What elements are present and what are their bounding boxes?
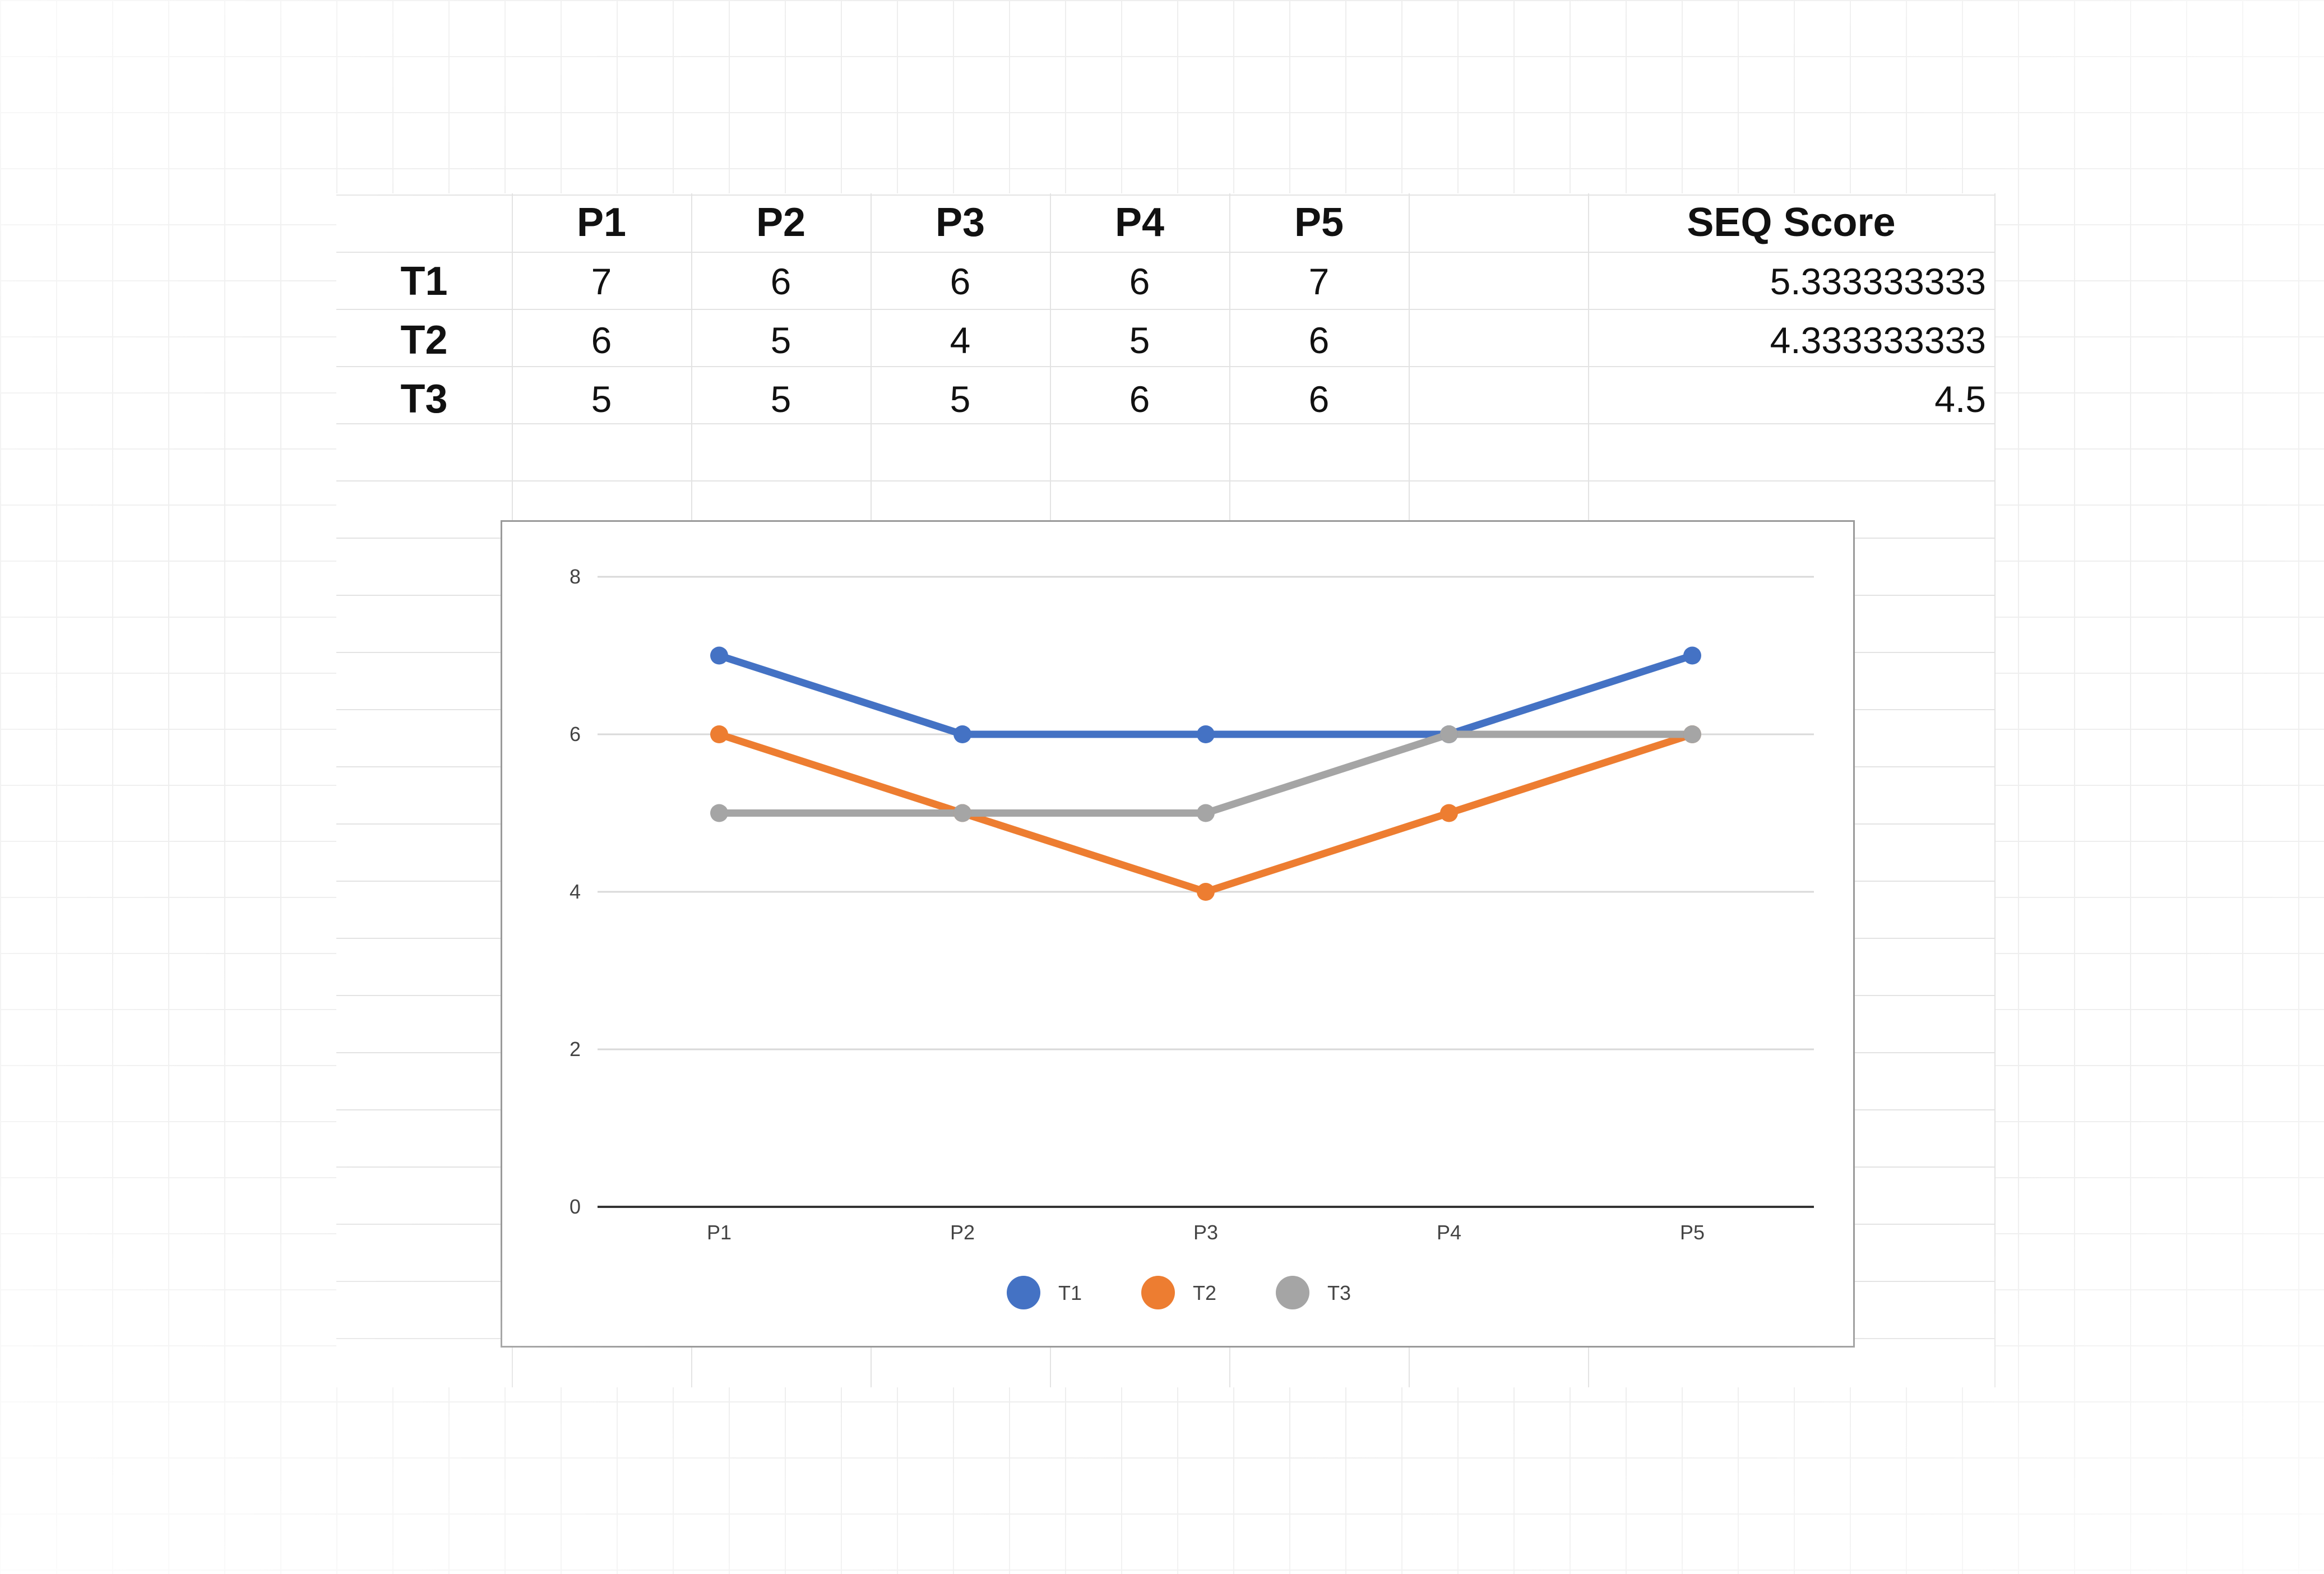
column-header-p5[interactable]: P5	[1294, 200, 1344, 245]
table-cell[interactable]: 5	[950, 378, 971, 420]
y-tick-label: 8	[570, 565, 581, 588]
table-cell[interactable]: 6	[1129, 261, 1150, 302]
table-cell[interactable]: 6	[1308, 378, 1330, 420]
table-cell[interactable]: 4	[950, 320, 971, 361]
data-point-t1	[710, 646, 728, 665]
x-tick-label: P3	[1193, 1221, 1218, 1244]
x-tick-label: P4	[1437, 1221, 1461, 1244]
data-point-t1	[1197, 725, 1215, 743]
chart-canvas: 0 2 4 6 8 P1 P2 P3 P4 P5 T1 T2 T3	[570, 565, 1814, 1309]
column-header-p2[interactable]: P2	[756, 200, 806, 245]
legend-marker-t3	[1276, 1276, 1309, 1309]
y-tick-label: 4	[570, 880, 581, 903]
table-cell[interactable]: 6	[1308, 320, 1330, 361]
data-point-t3	[1197, 804, 1215, 822]
line-chart[interactable]: 0 2 4 6 8 P1 P2 P3 P4 P5 T1 T2 T3	[501, 520, 1855, 1348]
row-header-t1[interactable]: T1	[400, 259, 448, 304]
data-point-t1	[953, 725, 971, 743]
table-cell[interactable]: 5	[770, 378, 791, 420]
data-point-t1	[1683, 646, 1701, 665]
column-header-empty[interactable]	[1409, 193, 1588, 252]
column-header-seq-score[interactable]: SEQ Score	[1687, 200, 1896, 245]
legend-label: T2	[1193, 1281, 1216, 1304]
table-cell[interactable]: 6	[1129, 378, 1150, 420]
data-point-t3	[710, 804, 728, 822]
data-point-t2	[1197, 883, 1215, 901]
legend-label: T1	[1058, 1281, 1082, 1304]
row-header-t3[interactable]: T3	[400, 377, 448, 422]
column-header-p1[interactable]: P1	[576, 200, 627, 245]
data-point-t3	[953, 804, 971, 822]
series-line-t3	[715, 730, 1696, 817]
y-tick-label: 6	[570, 723, 581, 746]
data-point-t2	[1440, 804, 1458, 822]
legend-marker-t1	[1007, 1276, 1040, 1309]
series-line-t1	[715, 652, 1696, 738]
column-header-p3[interactable]: P3	[935, 200, 985, 245]
row-header-t2[interactable]: T2	[400, 318, 448, 363]
table-cell[interactable]: 6	[591, 320, 612, 361]
table-cell[interactable]: 5	[591, 378, 612, 420]
table-cell[interactable]: 7	[1308, 261, 1330, 302]
table-cell[interactable]: 6	[950, 261, 971, 302]
table-cell[interactable]: 5	[770, 320, 791, 361]
column-divider	[1994, 193, 1996, 1387]
data-point-t3	[1440, 725, 1458, 743]
seq-score-cell[interactable]: 5.333333333	[1770, 261, 1986, 302]
x-tick-label: P5	[1680, 1221, 1705, 1244]
legend-marker-t2	[1141, 1276, 1175, 1309]
table-cell[interactable]: 7	[591, 261, 612, 302]
table-cell[interactable]: 6	[770, 261, 791, 302]
column-header-p4[interactable]: P4	[1114, 200, 1165, 245]
x-tick-label: P1	[707, 1221, 732, 1244]
table-cell[interactable]: 5	[1129, 320, 1150, 361]
data-point-t3	[1683, 725, 1701, 743]
seq-score-cell[interactable]: 4.5	[1934, 378, 1986, 420]
seq-score-cell[interactable]: 4.333333333	[1770, 320, 1986, 361]
y-tick-label: 2	[570, 1038, 581, 1061]
data-point-t2	[710, 725, 728, 743]
y-tick-label: 0	[570, 1195, 581, 1218]
x-tick-label: P2	[950, 1221, 975, 1244]
legend-label: T3	[1327, 1281, 1351, 1304]
